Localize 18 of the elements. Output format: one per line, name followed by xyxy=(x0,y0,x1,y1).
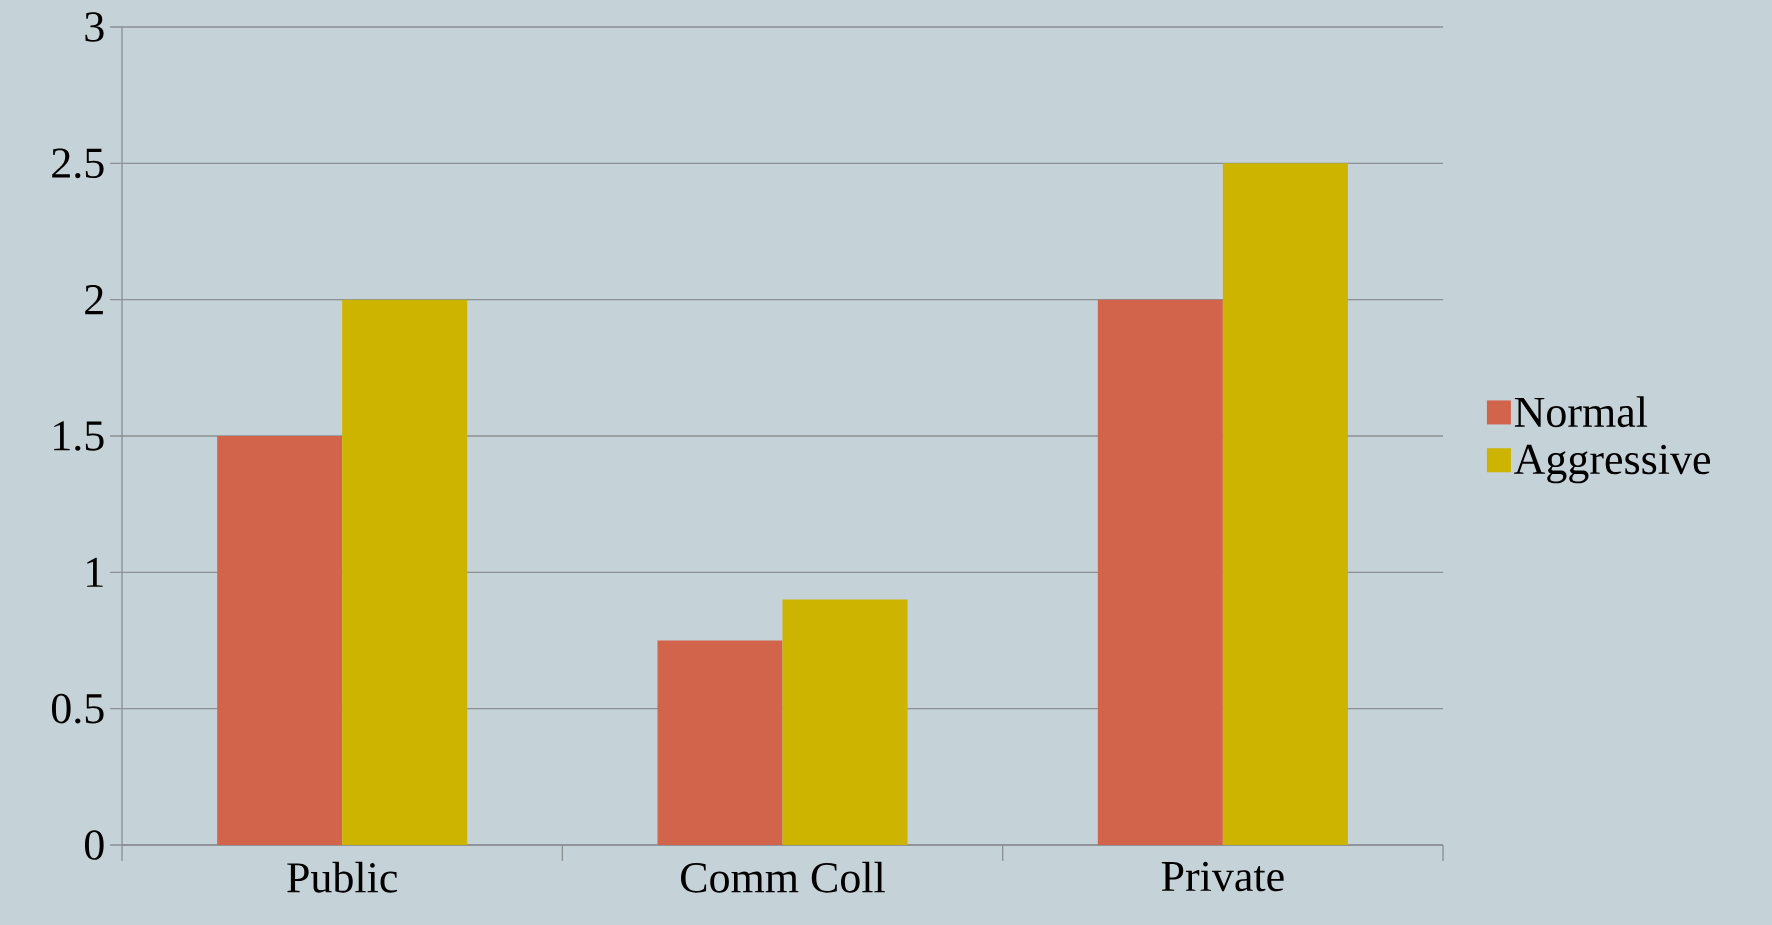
bar xyxy=(1222,163,1348,845)
x-tick-label: Public xyxy=(287,861,398,893)
y-tick-label: 0.5 xyxy=(51,693,104,724)
y-tick-label: 2.5 xyxy=(52,148,104,179)
y-tick-label: 2 xyxy=(85,285,103,315)
bar xyxy=(782,599,908,845)
bar xyxy=(657,640,783,845)
y-tick-label: 0 xyxy=(84,830,104,860)
y-tick-label: 1.5 xyxy=(54,421,104,451)
x-tick-label: Comm Coll xyxy=(681,861,885,893)
y-tick-label: 3 xyxy=(85,12,104,42)
x-tick-label: Private xyxy=(1161,861,1284,892)
bar xyxy=(342,299,468,845)
legend-label: Normal xyxy=(1514,396,1648,428)
bar xyxy=(217,436,343,845)
legend-label: Aggressive xyxy=(1514,444,1710,484)
y-tick-label: 1 xyxy=(87,557,103,587)
bar xyxy=(1097,299,1223,845)
